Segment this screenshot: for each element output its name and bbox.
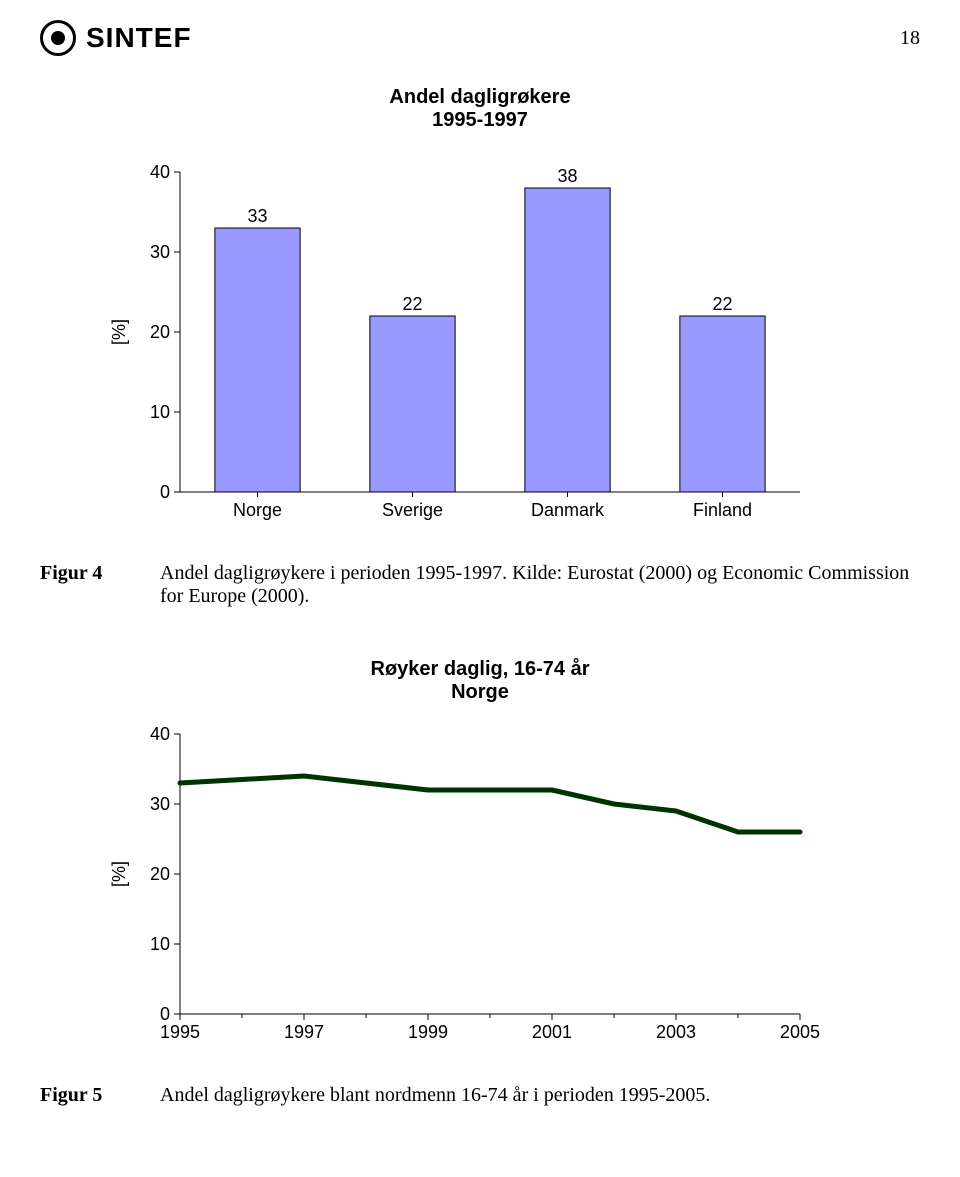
svg-text:30: 30 <box>150 794 170 814</box>
bar-chart: 0 10 20 30 40 [%] 33 Norge 22 Sverige 38 Danmark 22 F… <box>100 142 820 532</box>
svg-text:2001: 2001 <box>532 1022 572 1042</box>
figure-4-label: Figur 4 <box>40 562 160 608</box>
figure-5-label: Figur 5 <box>40 1084 160 1107</box>
svg-text:2003: 2003 <box>656 1022 696 1042</box>
svg-text:1997: 1997 <box>284 1022 324 1042</box>
svg-text:Sverige: Sverige <box>382 500 443 520</box>
svg-text:10: 10 <box>150 934 170 954</box>
svg-text:1999: 1999 <box>408 1022 448 1042</box>
svg-text:40: 40 <box>150 724 170 744</box>
bar-chart-container: Andel dagligrøkere 1995-1997 0 10 20 30 40 [%… <box>100 86 860 532</box>
logo-text: SINTEF <box>86 22 192 54</box>
line-chart-container: Røyker daglig, 16-74 år Norge 0 10 20 30 40 [… <box>100 658 860 1054</box>
svg-text:30: 30 <box>150 242 170 262</box>
line-chart-title: Røyker daglig, 16-74 år Norge <box>100 658 860 704</box>
svg-text:38: 38 <box>557 166 577 186</box>
svg-text:0: 0 <box>160 482 170 502</box>
svg-text:Danmark: Danmark <box>531 500 605 520</box>
svg-text:1995: 1995 <box>160 1022 200 1042</box>
svg-text:22: 22 <box>712 294 732 314</box>
svg-text:[%]: [%] <box>109 861 129 887</box>
svg-text:Finland: Finland <box>693 500 752 520</box>
svg-text:20: 20 <box>150 322 170 342</box>
figure-5-caption: Figur 5 Andel dagligrøykere blant nordme… <box>40 1084 920 1107</box>
svg-text:Norge: Norge <box>233 500 282 520</box>
sintef-logo-icon <box>40 20 76 56</box>
svg-text:0: 0 <box>160 1004 170 1024</box>
figure-4-caption: Figur 4 Andel dagligrøykere i perioden 1… <box>40 562 920 608</box>
page-header: SINTEF 18 <box>40 20 920 56</box>
svg-text:[%]: [%] <box>109 319 129 345</box>
svg-text:20: 20 <box>150 864 170 884</box>
line-chart: 0 10 20 30 40 [%] 1995 1997 1999 2001 2003 2005 <box>100 714 820 1054</box>
page-number: 18 <box>900 27 920 50</box>
svg-text:22: 22 <box>402 294 422 314</box>
svg-text:2005: 2005 <box>780 1022 820 1042</box>
svg-text:40: 40 <box>150 162 170 182</box>
bar-chart-title: Andel dagligrøkere 1995-1997 <box>100 86 860 132</box>
figure-4-text: Andel dagligrøykere i perioden 1995-1997… <box>160 562 920 608</box>
figure-5-text: Andel dagligrøykere blant nordmenn 16-74… <box>160 1084 920 1107</box>
svg-text:33: 33 <box>247 206 267 226</box>
svg-text:10: 10 <box>150 402 170 422</box>
logo: SINTEF <box>40 20 192 56</box>
